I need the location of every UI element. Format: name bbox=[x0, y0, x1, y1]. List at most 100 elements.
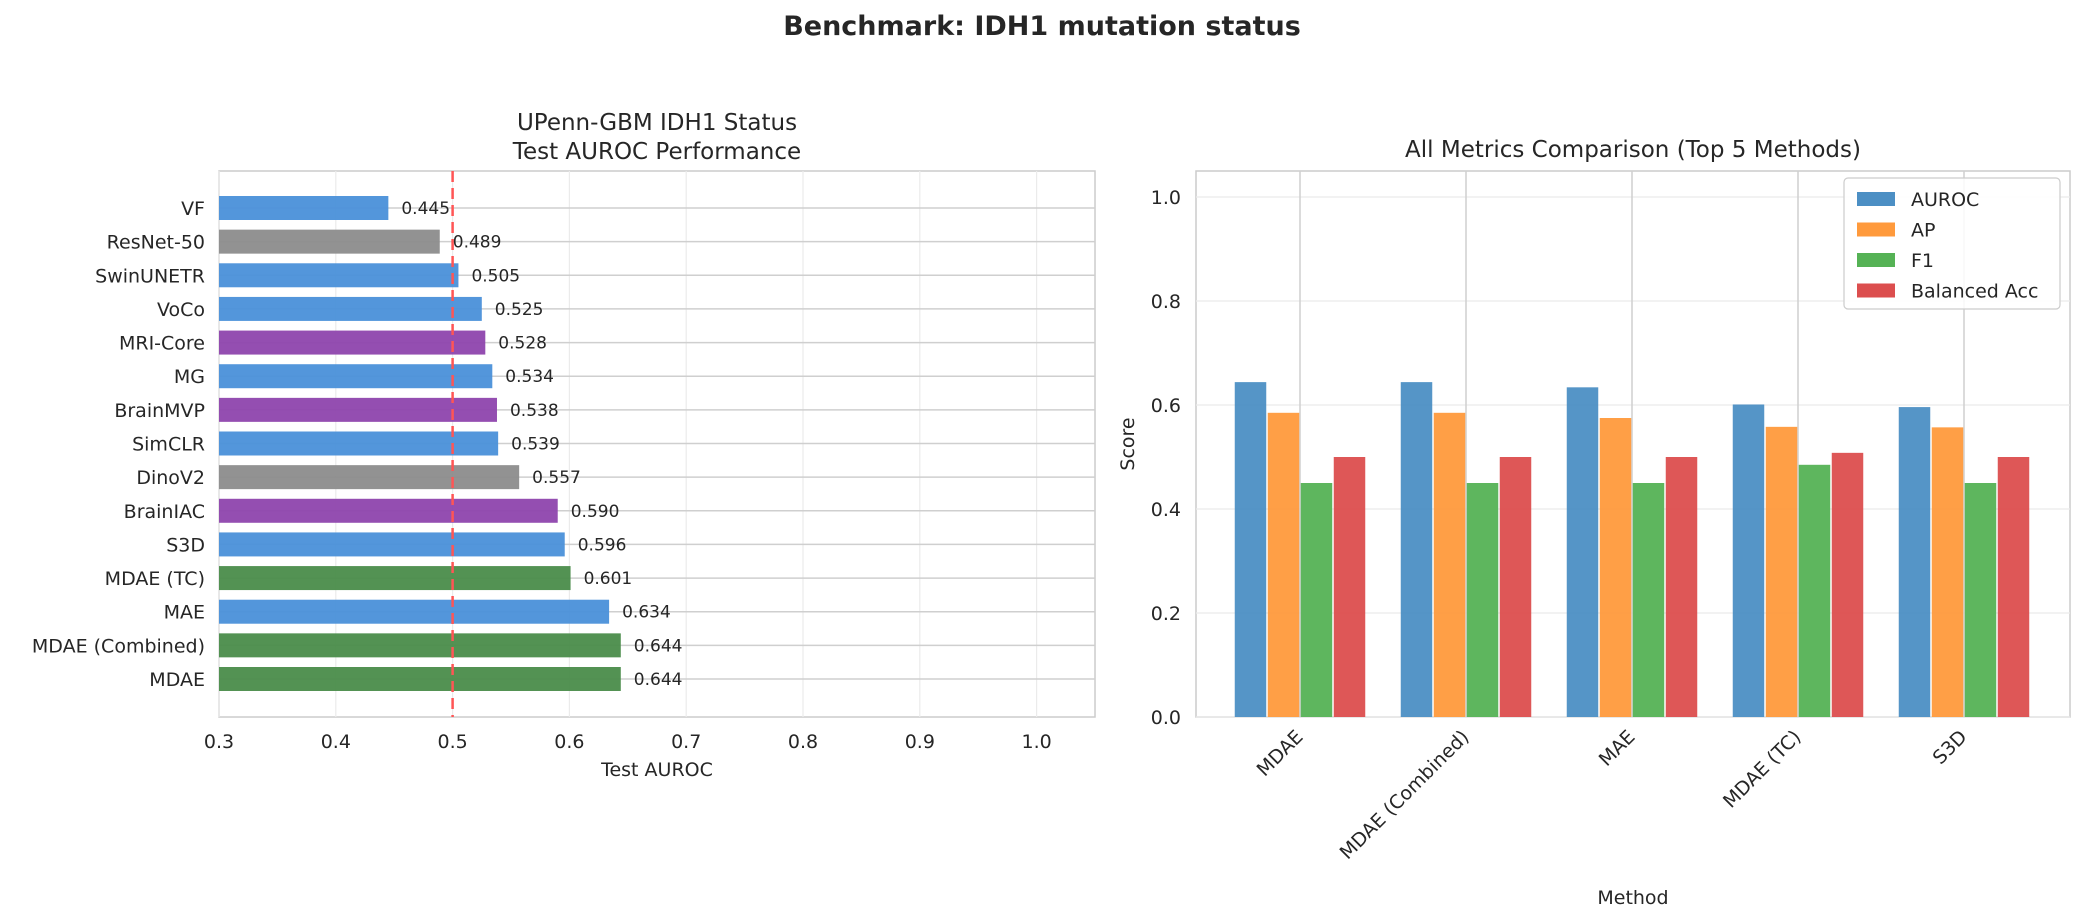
bar bbox=[1898, 407, 1931, 717]
bar bbox=[219, 364, 493, 389]
bar bbox=[1665, 457, 1698, 717]
right-y-axis-label: Score bbox=[1117, 417, 1139, 470]
legend-box bbox=[1843, 177, 2061, 310]
bar bbox=[1997, 457, 2030, 717]
right-x-tick-labels: MDAE MDAE (Combined) MAE MDAE (TC) S3D bbox=[1253, 726, 1972, 864]
bar bbox=[219, 196, 389, 220]
figure-title: Benchmark: IDH1 mutation status bbox=[783, 11, 1301, 42]
category-label: MRI-Core bbox=[119, 333, 205, 355]
bar bbox=[219, 498, 558, 523]
category-label: BrainMVP bbox=[114, 400, 205, 422]
y-tick-label: 0.4 bbox=[1151, 499, 1181, 521]
legend-label: Balanced Acc bbox=[1911, 281, 2038, 303]
category-label: SimCLR bbox=[132, 434, 205, 456]
right-x-axis-label: Method bbox=[1597, 887, 1668, 909]
legend-swatch bbox=[1857, 222, 1895, 237]
y-tick-label: 0.2 bbox=[1151, 603, 1181, 625]
value-label: 0.528 bbox=[498, 334, 547, 354]
category-label: MG bbox=[174, 366, 205, 388]
value-label: 0.634 bbox=[622, 603, 671, 623]
value-label: 0.538 bbox=[510, 401, 559, 421]
category-label: S3D bbox=[166, 534, 205, 556]
bar bbox=[219, 330, 486, 355]
category-label: MAE bbox=[164, 602, 205, 624]
bar bbox=[1599, 418, 1632, 717]
value-label: 0.525 bbox=[495, 300, 544, 320]
legend-swatch bbox=[1857, 283, 1895, 298]
right-bars bbox=[1234, 382, 2030, 717]
left-title-line: UPenn-GBM IDH1 Status bbox=[517, 110, 797, 136]
x-tick-label: MDAE (TC) bbox=[1719, 726, 1805, 812]
value-label: 0.489 bbox=[453, 233, 502, 253]
category-label: MDAE (TC) bbox=[105, 568, 205, 590]
bar bbox=[1267, 412, 1300, 717]
bar bbox=[219, 263, 459, 288]
bar bbox=[219, 397, 497, 422]
x-tick-label: S3D bbox=[1929, 726, 1972, 769]
value-label: 0.534 bbox=[505, 367, 554, 387]
bar bbox=[1831, 452, 1864, 717]
value-label: 0.445 bbox=[401, 199, 450, 219]
legend-label: F1 bbox=[1911, 250, 1934, 272]
bar bbox=[1300, 483, 1333, 717]
category-label: DinoV2 bbox=[136, 467, 205, 489]
bar bbox=[1466, 483, 1499, 717]
legend-label: AUROC bbox=[1911, 189, 1979, 211]
bar bbox=[219, 465, 520, 490]
bar bbox=[1765, 426, 1798, 717]
right-chart-title: All Metrics Comparison (Top 5 Methods) bbox=[1405, 137, 1861, 163]
bar bbox=[1964, 483, 1997, 717]
bar bbox=[1798, 464, 1831, 717]
left-x-axis-label: Test AUROC bbox=[600, 759, 713, 781]
category-label: MDAE (Combined) bbox=[32, 635, 205, 657]
x-tick-label: 1.0 bbox=[1021, 731, 1051, 753]
left-x-tick-labels: 0.3 0.4 0.5 0.6 0.7 0.8 0.9 1.0 bbox=[204, 731, 1052, 753]
value-label: 0.601 bbox=[584, 569, 633, 589]
x-tick-label: 0.9 bbox=[905, 731, 935, 753]
bar bbox=[219, 296, 482, 321]
legend-label: AP bbox=[1911, 220, 1935, 242]
bar bbox=[219, 229, 440, 254]
right-chart: 0.0 0.2 0.4 0.6 0.8 1.0 MDAE MDAE (Combined) MA… bbox=[1117, 137, 2071, 909]
y-tick-label: 0.6 bbox=[1151, 395, 1181, 417]
right-legend: AUROC AP F1 Balanced Acc bbox=[1843, 177, 2061, 310]
y-tick-label: 0.0 bbox=[1151, 707, 1181, 729]
bar bbox=[219, 431, 499, 456]
category-label: MDAE bbox=[149, 669, 205, 691]
x-tick-label: MDAE bbox=[1253, 726, 1308, 781]
bar bbox=[1499, 457, 1532, 717]
right-y-tick-labels: 0.0 0.2 0.4 0.6 0.8 1.0 bbox=[1151, 187, 1181, 729]
bar bbox=[1433, 412, 1466, 717]
y-tick-label: 1.0 bbox=[1151, 187, 1181, 209]
left-category-labels: VF ResNet-50 SwinUNETR VoCo MRI-Core MG BrainM… bbox=[32, 198, 205, 691]
value-label: 0.590 bbox=[571, 502, 620, 522]
x-tick-label: 0.6 bbox=[554, 731, 584, 753]
bar bbox=[1234, 382, 1267, 717]
category-label: VF bbox=[181, 198, 205, 220]
x-tick-label: 0.3 bbox=[204, 731, 234, 753]
value-label: 0.644 bbox=[634, 636, 683, 656]
y-tick-label: 0.8 bbox=[1151, 291, 1181, 313]
category-label: BrainIAC bbox=[124, 501, 205, 523]
x-tick-label: 0.4 bbox=[321, 731, 351, 753]
value-label: 0.505 bbox=[471, 266, 520, 286]
category-label: ResNet-50 bbox=[107, 232, 205, 254]
x-tick-label: 0.7 bbox=[671, 731, 701, 753]
legend-swatch bbox=[1857, 192, 1895, 206]
bar bbox=[1333, 457, 1366, 717]
left-chart-title: UPenn-GBM IDH1 Status Test AUROC Performa… bbox=[512, 110, 801, 165]
x-tick-label: 0.5 bbox=[437, 731, 467, 753]
bar bbox=[1931, 427, 1964, 717]
value-label: 0.539 bbox=[511, 435, 560, 455]
x-tick-label: 0.8 bbox=[788, 731, 818, 753]
bar bbox=[1732, 404, 1765, 717]
value-label: 0.557 bbox=[532, 468, 581, 488]
bar bbox=[219, 667, 621, 691]
legend-swatch bbox=[1857, 253, 1895, 267]
bar bbox=[1632, 483, 1665, 717]
value-label: 0.644 bbox=[634, 670, 683, 690]
bar bbox=[1566, 387, 1599, 717]
